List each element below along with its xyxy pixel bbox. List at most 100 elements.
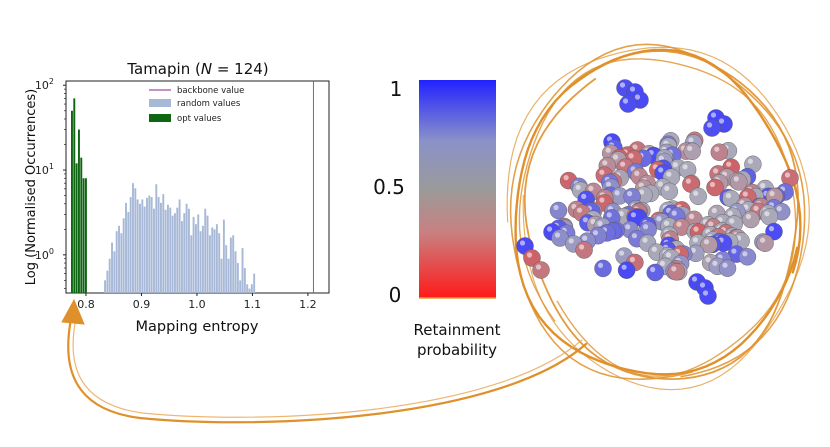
legend-label-opt: opt values bbox=[177, 114, 222, 124]
random-values-bar bbox=[148, 195, 151, 293]
protein-bead-highlight bbox=[553, 204, 559, 211]
opt-values-bar bbox=[82, 178, 85, 293]
legend-marker-opt bbox=[149, 114, 171, 122]
protein-bead-highlight bbox=[576, 207, 583, 213]
protein-bead-highlight bbox=[672, 162, 678, 168]
protein-bead-highlight bbox=[619, 82, 626, 88]
legend-marker-random bbox=[149, 99, 171, 107]
protein-bead-highlight bbox=[634, 170, 640, 176]
protein-bead-highlight bbox=[713, 168, 719, 174]
protein-bead-highlight bbox=[727, 210, 733, 216]
random-values-bar bbox=[104, 280, 106, 293]
random-values-bar bbox=[115, 231, 118, 293]
random-values-bar bbox=[220, 258, 223, 293]
protein-bead-highlight bbox=[619, 250, 625, 256]
y-axis-label: Log (Normalised Occurrences) bbox=[24, 89, 39, 285]
random-values-bar bbox=[199, 231, 202, 293]
protein-bead-highlight bbox=[638, 182, 644, 188]
random-values-bar bbox=[106, 270, 109, 293]
random-values-bar bbox=[111, 242, 113, 293]
protein-bead-highlight bbox=[535, 264, 542, 270]
protein-bead-highlight bbox=[706, 122, 713, 128]
protein-bead-highlight bbox=[710, 112, 717, 118]
protein-bead-highlight bbox=[650, 266, 656, 273]
protein-bead-highlight bbox=[582, 235, 588, 241]
curved-arrow bbox=[61, 298, 588, 424]
color-bar-label-line2: probability bbox=[417, 341, 497, 359]
protein-bead bbox=[730, 173, 748, 191]
protein-bead-highlight bbox=[718, 118, 725, 124]
random-values-bar bbox=[118, 225, 120, 293]
legend-label-random: random values bbox=[177, 99, 241, 109]
protein-bead-highlight bbox=[632, 144, 638, 150]
random-values-bar bbox=[234, 251, 237, 293]
protein-bead-highlight bbox=[582, 217, 589, 223]
protein-bead-highlight bbox=[769, 190, 775, 197]
color-bar-tick-1: 1 bbox=[390, 77, 403, 101]
random-values-bar bbox=[127, 212, 130, 293]
protein-bead-highlight bbox=[629, 256, 636, 263]
protein-bead-highlight bbox=[614, 190, 620, 196]
random-values-bar bbox=[225, 245, 228, 293]
protein-bead bbox=[619, 95, 637, 113]
random-values-bar bbox=[211, 227, 214, 293]
protein-bead-highlight bbox=[659, 260, 666, 266]
color-bar: 1 0.5 0 Retainment probability bbox=[373, 77, 501, 359]
random-values-bar bbox=[222, 219, 225, 293]
sketch-stroke bbox=[506, 46, 810, 391]
protein-bead-highlight bbox=[733, 176, 739, 182]
opt-values-bar bbox=[73, 98, 76, 293]
protein-bead-highlight bbox=[764, 211, 770, 217]
protein-bead bbox=[710, 143, 728, 161]
protein-bead-highlight bbox=[731, 248, 737, 254]
random-values-bar bbox=[248, 288, 251, 293]
protein-bead-highlight bbox=[526, 252, 533, 258]
random-values-bar bbox=[246, 284, 249, 293]
protein-bead-highlight bbox=[709, 181, 716, 188]
protein-bead-highlight bbox=[705, 257, 711, 263]
protein-bead bbox=[703, 119, 721, 137]
protein-bead bbox=[646, 263, 664, 282]
protein-bead-highlight bbox=[760, 182, 766, 189]
protein-bead bbox=[549, 201, 568, 220]
protein-bead-highlight bbox=[693, 226, 699, 232]
opt-values-bars bbox=[70, 98, 87, 294]
random-values-bar bbox=[108, 258, 111, 293]
random-values-bar bbox=[176, 207, 179, 293]
y-tick-label: 100 bbox=[35, 247, 54, 262]
protein-bead-highlight bbox=[590, 218, 596, 225]
random-values-bar bbox=[197, 214, 200, 293]
protein-bead-highlight bbox=[634, 94, 641, 100]
random-values-bar bbox=[162, 194, 165, 293]
random-values-bar bbox=[141, 199, 144, 293]
y-tick-label: 101 bbox=[35, 162, 54, 177]
protein-bead-highlight bbox=[575, 184, 581, 190]
protein-bead-highlight bbox=[711, 207, 717, 214]
protein-bead-highlight bbox=[708, 221, 714, 227]
random-values-bar bbox=[218, 233, 221, 293]
opt-values-bar bbox=[70, 110, 73, 294]
protein-bead bbox=[683, 142, 701, 161]
protein-bead bbox=[667, 263, 685, 281]
random-values-bar bbox=[164, 209, 167, 293]
protein-bead bbox=[742, 210, 760, 229]
protein-bead-highlight bbox=[627, 191, 633, 197]
random-values-bar bbox=[178, 199, 181, 293]
random-values-bar bbox=[187, 208, 190, 293]
protein-bead-highlight bbox=[745, 213, 752, 220]
x-tick-label: 0.9 bbox=[133, 298, 151, 311]
random-values-bar bbox=[215, 224, 218, 293]
curved-arrow-head bbox=[61, 298, 85, 325]
protein-bead-highlight bbox=[581, 193, 587, 199]
protein-bead-highlight bbox=[682, 164, 688, 170]
color-bar-tick-0: 0 bbox=[389, 283, 402, 307]
protein-bead bbox=[594, 259, 612, 278]
random-values-bar bbox=[157, 197, 160, 293]
random-values-bar bbox=[192, 216, 195, 293]
y-tick-label: 102 bbox=[35, 77, 54, 92]
protein-bead-highlight bbox=[546, 226, 553, 232]
protein-bead-highlight bbox=[666, 171, 672, 177]
opt-values-bar bbox=[75, 163, 78, 293]
random-values-bar bbox=[201, 225, 204, 293]
protein-bead bbox=[575, 241, 593, 259]
